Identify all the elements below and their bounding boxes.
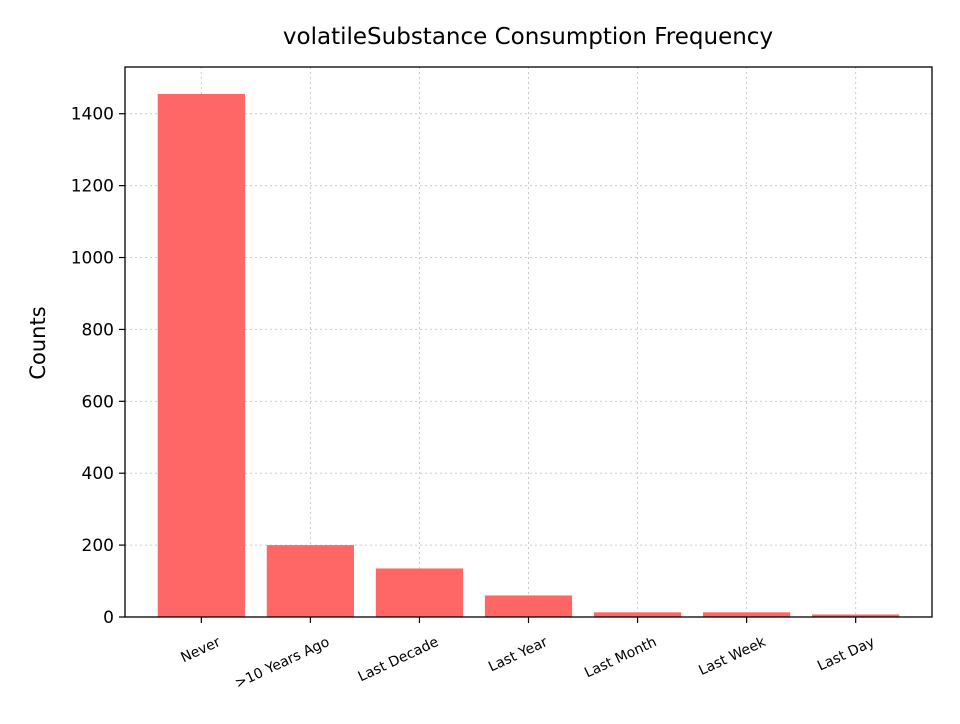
y-tick-label: 1400: [71, 105, 114, 125]
grid-lines: [125, 67, 932, 618]
y-tick-label: 200: [82, 536, 114, 556]
bar: [702, 612, 791, 617]
y-tick-label: 600: [82, 392, 114, 412]
bar: [812, 614, 900, 617]
bar: [484, 595, 573, 617]
y-tick-label: 800: [82, 320, 114, 340]
y-axis-ticks: 0 200 400 600 800 1000 1200 1400: [71, 105, 125, 628]
bar: [593, 612, 682, 617]
bar: [266, 545, 355, 617]
bar: [157, 93, 245, 617]
y-tick-label: 0: [103, 608, 114, 628]
y-tick-label: 1200: [71, 177, 114, 197]
y-axis-label: Counts: [26, 306, 50, 379]
y-tick-label: 1000: [71, 249, 114, 269]
chart-title: volatileSubstance Consumption Frequency: [283, 24, 773, 50]
bars: [157, 93, 900, 617]
bar: [375, 568, 464, 617]
y-tick-label: 400: [82, 464, 114, 484]
